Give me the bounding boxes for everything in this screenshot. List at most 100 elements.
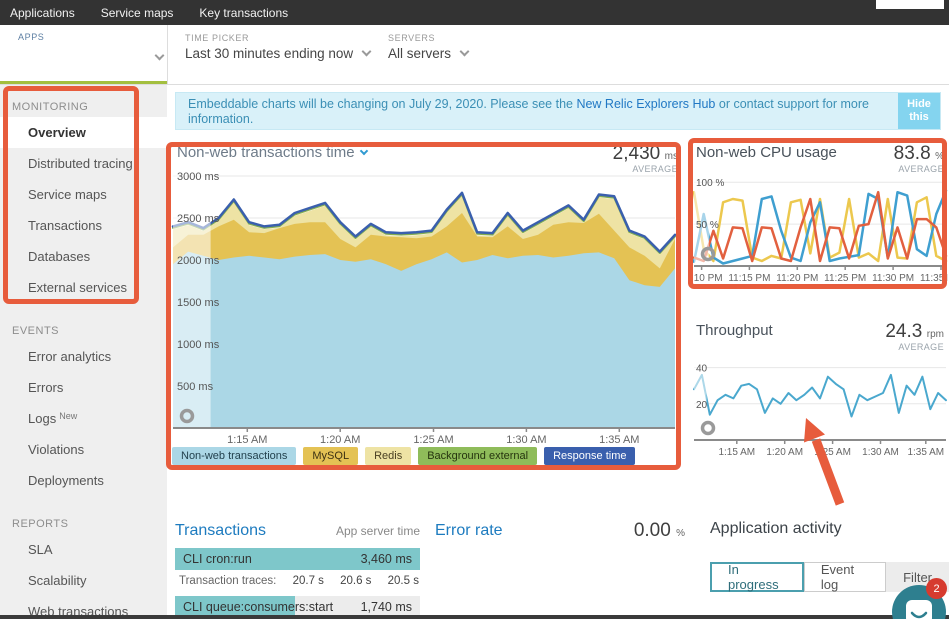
sidebar-item-scalability[interactable]: Scalability xyxy=(28,573,87,588)
legend-redis[interactable]: Redis xyxy=(365,447,412,465)
svg-text:11:30 PM: 11:30 PM xyxy=(872,273,914,284)
time-picker-label: TIME PICKER xyxy=(185,33,250,43)
svg-text:1000 ms: 1000 ms xyxy=(177,339,220,351)
sidebar-item-errors[interactable]: Errors xyxy=(28,380,64,395)
sidebar-section-monitoring: MONITORING xyxy=(12,101,89,113)
nonweb-cpu-chart[interactable]: 11:10 PM 11:15 PM 11:20 PM 11:25 PM 11:30 PM… xyxy=(690,170,948,288)
time-picker[interactable]: TIME PICKER Last 30 minutes ending now xyxy=(185,33,372,61)
legend-mysql[interactable]: MySQL xyxy=(303,447,359,465)
chevron-down-icon xyxy=(154,50,165,61)
legend-response-time[interactable]: Response time xyxy=(544,447,636,465)
error-rate-value: 0.00 % xyxy=(633,520,685,541)
sidebar-section-reports: REPORTS xyxy=(12,518,69,530)
main-chart-legend: Non-web transactions MySQL Redis Backgro… xyxy=(172,447,636,465)
chevron-down-icon xyxy=(359,146,368,156)
legend-background-external[interactable]: Background external xyxy=(418,447,538,465)
throughput-chart-header: Throughput 24.3 rpm AVERAGE xyxy=(696,321,944,352)
svg-text:20: 20 xyxy=(696,400,708,411)
transaction-bar-fill xyxy=(175,548,420,570)
main-chart-header: Non-web transactions time 2,430 ms AVERA… xyxy=(177,143,678,174)
apps-label: APPS xyxy=(18,32,45,42)
cpu-chart-title: Non-web CPU usage xyxy=(696,144,837,161)
sidebar-section-events: EVENTS xyxy=(12,325,60,337)
explorers-hub-link[interactable]: New Relic Explorers Hub xyxy=(576,97,716,111)
svg-text:1:35 AM: 1:35 AM xyxy=(907,447,944,458)
svg-text:11:25 PM: 11:25 PM xyxy=(824,273,866,284)
window-bottom-edge xyxy=(0,615,949,619)
transaction-row-cli-queue-consumers-start[interactable]: CLI queue:consumers:start 1,740 ms xyxy=(175,596,420,618)
chevron-down-icon xyxy=(459,46,470,57)
transactions-heading-link[interactable]: Transactions xyxy=(175,522,266,539)
average-label: AVERAGE xyxy=(898,164,944,174)
svg-text:100 %: 100 % xyxy=(696,178,724,189)
svg-text:1:30 AM: 1:30 AM xyxy=(862,447,899,458)
nav-service-maps[interactable]: Service maps xyxy=(100,5,174,20)
svg-text:1:30 AM: 1:30 AM xyxy=(506,434,546,446)
chat-widget-button[interactable] xyxy=(892,585,946,619)
main-chart-title-dropdown[interactable]: Non-web transactions time xyxy=(177,144,368,161)
tab-event-log[interactable]: Event log xyxy=(803,562,887,592)
svg-text:1:25 AM: 1:25 AM xyxy=(814,447,851,458)
nav-key-transactions[interactable]: Key transactions xyxy=(199,5,289,20)
error-rate-heading-link[interactable]: Error rate xyxy=(435,522,503,539)
trace-link[interactable]: 20.5 s xyxy=(387,575,419,587)
cpu-chart-header: Non-web CPU usage 83.8 % AVERAGE xyxy=(696,143,944,174)
app-name-redacted xyxy=(8,43,136,75)
throughput-chart-title: Throughput xyxy=(696,322,773,339)
trace-link[interactable]: 20.7 s xyxy=(292,575,324,587)
svg-text:3000 ms: 3000 ms xyxy=(177,171,220,183)
throughput-average-value: 24.3 xyxy=(885,321,923,342)
svg-text:11:10 PM: 11:10 PM xyxy=(690,273,723,284)
svg-text:50 %: 50 % xyxy=(696,220,719,231)
sidebar-item-error-analytics[interactable]: Error analytics xyxy=(28,349,112,364)
toolbar-divider xyxy=(167,25,168,85)
hide-this-button[interactable]: Hide this xyxy=(898,93,940,129)
sidebar-item-deployments[interactable]: Deployments xyxy=(28,473,104,488)
sidebar-item-external-services[interactable]: External services xyxy=(28,280,127,295)
chat-notification-badge: 2 xyxy=(926,578,947,599)
main-chart-average-value: 2,430 xyxy=(612,143,661,164)
svg-text:11:35 PM: 11:35 PM xyxy=(920,273,948,284)
sidebar-item-sla[interactable]: SLA xyxy=(28,542,53,557)
sidebar-item-transactions[interactable]: Transactions xyxy=(28,218,102,233)
sidebar-item-violations[interactable]: Violations xyxy=(28,442,85,457)
tab-in-progress[interactable]: In progress xyxy=(710,562,804,592)
servers-picker[interactable]: SERVERS All servers xyxy=(388,33,470,61)
svg-text:500 ms: 500 ms xyxy=(177,381,214,393)
banner-text-after: or contact support for more information. xyxy=(188,97,869,126)
transaction-row-cli-cron-run[interactable]: CLI cron:run 3,460 ms xyxy=(175,548,420,570)
sidebar-item-databases[interactable]: Databases xyxy=(28,249,91,264)
svg-text:1500 ms: 1500 ms xyxy=(177,297,220,309)
application-activity-heading: Application activity xyxy=(710,520,842,537)
sidebar-item-distributed-tracing[interactable]: Distributed tracing xyxy=(28,156,133,171)
svg-text:11:15 PM: 11:15 PM xyxy=(728,273,770,284)
sidebar-item-service-maps[interactable]: Service maps xyxy=(28,187,107,202)
sidebar: MONITORING Overview Distributed tracing … xyxy=(0,85,167,619)
servers-label: SERVERS xyxy=(388,33,436,43)
average-label: AVERAGE xyxy=(632,164,678,174)
sidebar-item-overview[interactable]: Overview xyxy=(0,117,167,148)
trace-link[interactable]: 20.6 s xyxy=(340,575,372,587)
svg-text:1:35 AM: 1:35 AM xyxy=(599,434,639,446)
app-selector-underline xyxy=(0,81,167,84)
chat-smile-icon xyxy=(906,600,932,619)
svg-text:1:20 AM: 1:20 AM xyxy=(766,447,803,458)
cpu-average-value: 83.8 xyxy=(893,143,931,164)
transaction-bar-fill xyxy=(175,596,296,618)
svg-text:2500 ms: 2500 ms xyxy=(177,213,220,225)
nav-applications[interactable]: Applications xyxy=(10,5,75,20)
legend-nonweb-transactions[interactable]: Non-web transactions xyxy=(172,447,297,465)
new-badge: New xyxy=(59,411,78,421)
svg-text:1:15 AM: 1:15 AM xyxy=(718,447,755,458)
nonweb-transactions-chart[interactable]: 1:15 AM 1:20 AM 1:25 AM 1:30 AM 1:35 AM 3000 … xyxy=(167,164,681,466)
throughput-chart[interactable]: 1:15 AM 1:20 AM 1:25 AM 1:30 AM 1:35 AM 40 20 xyxy=(690,350,948,464)
svg-text:1:25 AM: 1:25 AM xyxy=(413,434,453,446)
sidebar-item-logs[interactable]: Logs New xyxy=(28,411,78,426)
app-server-time-label: App server time xyxy=(335,524,420,538)
svg-text:11:20 PM: 11:20 PM xyxy=(776,273,818,284)
top-nav: Applications Service maps Key transactio… xyxy=(0,0,949,25)
toolbar: APPS TIME PICKER Last 30 minutes ending … xyxy=(0,25,949,85)
app-selector[interactable]: APPS xyxy=(0,25,167,85)
average-label: AVERAGE xyxy=(898,342,944,352)
